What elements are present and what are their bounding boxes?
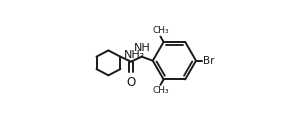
Text: CH₃: CH₃	[152, 86, 169, 95]
Text: O: O	[127, 76, 136, 89]
Text: NH: NH	[134, 43, 151, 53]
Text: NH₂: NH₂	[124, 50, 145, 60]
Text: Br: Br	[203, 56, 215, 66]
Text: CH₃: CH₃	[152, 26, 169, 35]
